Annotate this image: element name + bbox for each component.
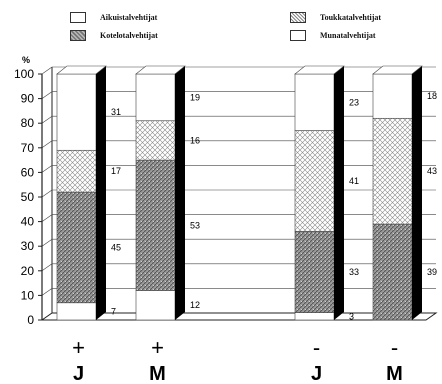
data-label: 16 — [190, 135, 200, 145]
grid-connector — [41, 115, 53, 124]
legend-swatch-kotelo — [70, 30, 86, 41]
bar-side — [412, 66, 422, 320]
legend-label-toukka: Toukkatalvehtijat — [320, 13, 382, 22]
data-label: 43 — [427, 166, 437, 176]
grid-connector — [41, 238, 53, 247]
bar-segment — [135, 290, 176, 321]
y-tick-label: 20 — [21, 264, 35, 278]
bar-side — [96, 66, 106, 320]
grid-connector — [41, 263, 53, 272]
legend-swatch-toukka — [290, 12, 306, 23]
y-tick-label: 60 — [21, 165, 35, 179]
category-label: J — [311, 363, 322, 384]
bar-segment — [135, 73, 176, 122]
bar-top — [135, 65, 186, 75]
legend-swatch-aikuis — [70, 12, 86, 23]
chart-frame — [38, 66, 438, 321]
bar-segment — [294, 312, 335, 321]
grid-connector — [41, 214, 53, 222]
bar-segment — [294, 73, 335, 131]
y-tick-label: 50 — [21, 190, 35, 204]
y-tick-label: 0 — [27, 313, 34, 327]
data-label: 7 — [111, 306, 116, 316]
data-label: 53 — [190, 220, 200, 230]
data-label: 18 — [427, 91, 437, 101]
bar-segment — [56, 302, 97, 321]
bars-group — [56, 65, 423, 321]
grid-connector — [41, 165, 53, 173]
category-sign: - — [391, 335, 398, 360]
legend-label-muna: Munatalvehtijat — [320, 31, 376, 40]
y-tick-label: 40 — [21, 215, 35, 229]
legend-label-aikuis: Aikuistalvehtijat — [100, 13, 158, 22]
bar-segment — [294, 231, 335, 313]
data-label: 3 — [349, 311, 354, 321]
y-tick-label: 90 — [21, 92, 35, 106]
category-label: M — [386, 363, 403, 384]
data-label: 12 — [190, 300, 200, 310]
bar-side — [334, 66, 344, 320]
grid-connector — [41, 288, 53, 296]
category-sign: + — [72, 335, 85, 360]
category-sign: + — [151, 335, 164, 360]
bar-top — [372, 65, 423, 75]
bar-segment — [294, 130, 335, 232]
data-label: 33 — [349, 267, 359, 277]
bar-top — [294, 65, 345, 75]
grid-connector — [41, 91, 53, 99]
bar-segment — [372, 223, 413, 321]
y-tick-label: 100 — [14, 67, 34, 81]
bar-segment — [56, 149, 97, 193]
data-label: 31 — [111, 107, 121, 117]
legend-toukka: Toukkatalvehtijat — [290, 12, 381, 23]
data-label: 17 — [111, 166, 121, 176]
legend-aikuis: Aikuistalvehtijat — [70, 12, 157, 23]
category-label: M — [149, 363, 166, 384]
legend-muna: Munatalvehtijat — [290, 30, 376, 41]
legend-kotelo: Kotelotalvehtijat — [70, 30, 158, 41]
legend-swatch-muna — [290, 30, 306, 41]
bar-segment — [135, 159, 176, 291]
y-tick-label: 80 — [21, 116, 35, 130]
category-label: J — [73, 363, 84, 384]
grid-connector — [41, 66, 53, 75]
data-label: 23 — [349, 97, 359, 107]
y-axis-label: % — [22, 55, 30, 65]
labels-group: 0 10 20 30 40 50 60 70 80 90 100% 7 45 17 31 + J 12 53 16 19… — [14, 55, 437, 384]
y-tick-label: 70 — [21, 141, 35, 155]
grid-connector — [41, 189, 53, 198]
bar-side — [175, 66, 185, 320]
bar-segment — [56, 73, 97, 151]
bar-segment — [372, 73, 413, 119]
bar-segment — [135, 120, 176, 161]
data-label: 39 — [427, 267, 437, 277]
bar-segment — [56, 191, 97, 304]
grid-connector — [41, 140, 53, 149]
data-label: 41 — [349, 176, 359, 186]
legend-label-kotelo: Kotelotalvehtijat — [100, 31, 158, 40]
y-tick-label: 30 — [21, 239, 35, 253]
data-label: 45 — [111, 242, 121, 252]
bar-top — [56, 65, 107, 75]
category-sign: - — [313, 335, 320, 360]
data-label: 19 — [190, 92, 200, 102]
bar-segment — [372, 117, 413, 225]
y-tick-label: 10 — [21, 288, 35, 302]
